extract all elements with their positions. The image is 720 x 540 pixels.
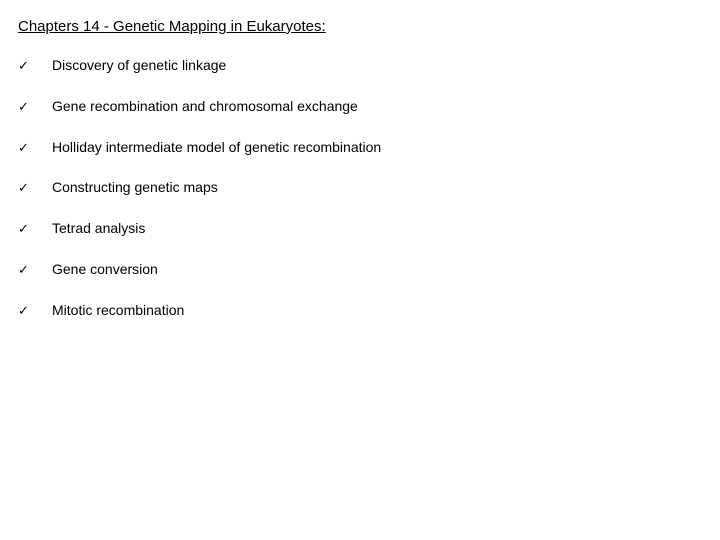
list-item-text: Mitotic recombination <box>52 302 702 319</box>
list-item: ✓ Gene recombination and chromosomal exc… <box>18 98 702 115</box>
list-item: ✓ Mitotic recombination <box>18 302 702 319</box>
checkmark-icon: ✓ <box>18 58 52 74</box>
document-page: Chapters 14 - Genetic Mapping in Eukaryo… <box>0 0 720 319</box>
list-item: ✓ Constructing genetic maps <box>18 179 702 196</box>
checkmark-icon: ✓ <box>18 221 52 237</box>
list-item-text: Gene conversion <box>52 261 702 278</box>
topic-list: ✓ Discovery of genetic linkage ✓ Gene re… <box>18 57 702 319</box>
list-item-text: Holliday intermediate model of genetic r… <box>52 139 702 156</box>
list-item-text: Constructing genetic maps <box>52 179 702 196</box>
list-item-text: Gene recombination and chromosomal excha… <box>52 98 702 115</box>
list-item: ✓ Tetrad analysis <box>18 220 702 237</box>
list-item: ✓ Gene conversion <box>18 261 702 278</box>
list-item: ✓ Discovery of genetic linkage <box>18 57 702 74</box>
list-item-text: Tetrad analysis <box>52 220 702 237</box>
checkmark-icon: ✓ <box>18 180 52 196</box>
checkmark-icon: ✓ <box>18 303 52 319</box>
list-item-text: Discovery of genetic linkage <box>52 57 702 74</box>
chapter-title: Chapters 14 - Genetic Mapping in Eukaryo… <box>18 18 702 35</box>
checkmark-icon: ✓ <box>18 262 52 278</box>
checkmark-icon: ✓ <box>18 99 52 115</box>
list-item: ✓ Holliday intermediate model of genetic… <box>18 139 702 156</box>
checkmark-icon: ✓ <box>18 140 52 156</box>
